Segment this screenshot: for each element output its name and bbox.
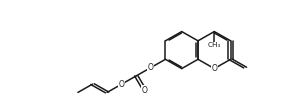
Text: O: O	[148, 63, 154, 72]
Text: O: O	[211, 64, 217, 73]
Text: O: O	[119, 80, 125, 89]
Text: CH₃: CH₃	[207, 42, 221, 48]
Text: O: O	[142, 86, 148, 95]
